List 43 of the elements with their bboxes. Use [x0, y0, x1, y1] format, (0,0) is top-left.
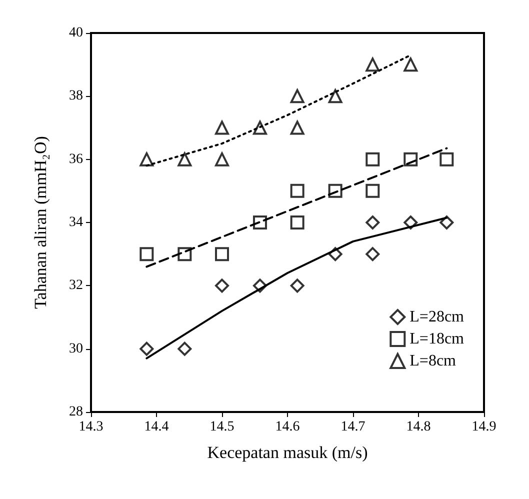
- y-tick-label: 36: [69, 152, 83, 167]
- point: [290, 89, 304, 104]
- point: [366, 184, 380, 198]
- point: [366, 152, 380, 166]
- point: [215, 278, 229, 293]
- y-tick-label: 28: [69, 404, 83, 420]
- x-tick-label: 14.8: [406, 420, 431, 434]
- point: [440, 216, 454, 230]
- x-tick-label: 14.3: [78, 420, 104, 434]
- point: [440, 152, 454, 166]
- point: [140, 247, 154, 262]
- y-tick-label: 38: [69, 88, 83, 104]
- legend-label: L=28cm: [410, 308, 465, 326]
- point: [215, 152, 229, 166]
- legend-label: L=8cm: [410, 352, 457, 370]
- legend-label: L=18cm: [410, 330, 465, 348]
- point: [215, 120, 229, 135]
- point: [178, 152, 192, 166]
- x-tick-label: 14.9: [472, 420, 496, 434]
- x-tick-label: 14.5: [210, 420, 234, 434]
- y-tick-label: 34: [69, 215, 83, 230]
- y-tick-label: 32: [69, 278, 83, 294]
- point: [290, 216, 304, 230]
- point: [366, 247, 380, 262]
- point: [366, 58, 380, 72]
- point: [290, 184, 304, 198]
- point: [366, 216, 380, 230]
- x-axis-title: Kecepatan masuk (m/s): [207, 443, 368, 462]
- point: [178, 342, 192, 356]
- point: [404, 216, 418, 230]
- point: [404, 58, 418, 72]
- point: [140, 342, 154, 356]
- x-tick-label: 14.7: [340, 420, 366, 434]
- x-tick-label: 14.4: [144, 420, 169, 434]
- y-tick-label: 40: [69, 26, 83, 40]
- point: [290, 120, 304, 135]
- point: [328, 89, 342, 104]
- x-tick-label: 14.6: [275, 420, 300, 434]
- y-axis-title: Tahanan aliran (mmH₂O): [31, 136, 50, 309]
- point: [140, 152, 154, 166]
- y-tick-label: 30: [69, 341, 83, 356]
- point: [215, 247, 229, 262]
- point: [290, 278, 304, 293]
